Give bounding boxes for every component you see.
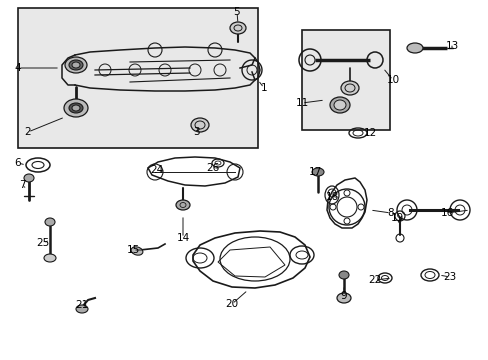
Text: 17: 17: [308, 167, 321, 177]
Text: 25: 25: [36, 238, 49, 248]
Text: 3: 3: [192, 127, 199, 137]
Text: 5: 5: [233, 7, 240, 17]
Ellipse shape: [340, 81, 358, 95]
Ellipse shape: [311, 168, 324, 176]
Ellipse shape: [69, 60, 83, 70]
Ellipse shape: [45, 218, 55, 226]
Text: 20: 20: [225, 299, 238, 309]
Ellipse shape: [72, 105, 80, 111]
Ellipse shape: [176, 200, 190, 210]
Text: 8: 8: [387, 208, 393, 218]
Text: 15: 15: [126, 245, 140, 255]
Text: 4: 4: [15, 63, 21, 73]
Ellipse shape: [65, 57, 87, 73]
Ellipse shape: [336, 293, 350, 303]
Text: 12: 12: [363, 128, 376, 138]
Text: 2: 2: [24, 127, 31, 137]
Text: 22: 22: [367, 275, 381, 285]
Ellipse shape: [406, 43, 422, 53]
Text: 18: 18: [325, 192, 338, 202]
Ellipse shape: [329, 97, 349, 113]
Text: 14: 14: [176, 233, 189, 243]
Bar: [18, 8, 258, 148]
Ellipse shape: [72, 62, 80, 68]
Ellipse shape: [131, 247, 142, 255]
Text: 1: 1: [260, 83, 267, 93]
Ellipse shape: [338, 271, 348, 279]
Text: 11: 11: [295, 98, 308, 108]
Text: 9: 9: [340, 291, 346, 301]
Ellipse shape: [64, 99, 88, 117]
Ellipse shape: [44, 254, 56, 262]
Ellipse shape: [191, 118, 208, 132]
Text: 10: 10: [386, 75, 399, 85]
Text: 19: 19: [389, 213, 403, 223]
Text: 21: 21: [75, 300, 88, 310]
Text: 6: 6: [15, 158, 21, 168]
Ellipse shape: [333, 100, 346, 110]
Ellipse shape: [69, 103, 83, 113]
Text: 26: 26: [206, 163, 219, 173]
Bar: [302, 30, 389, 130]
Ellipse shape: [24, 174, 34, 182]
Ellipse shape: [76, 305, 88, 313]
Text: 7: 7: [19, 180, 25, 190]
Text: 16: 16: [440, 208, 453, 218]
Text: 24: 24: [150, 165, 163, 175]
Ellipse shape: [229, 22, 245, 34]
Text: 23: 23: [443, 272, 456, 282]
Text: 13: 13: [445, 41, 458, 51]
